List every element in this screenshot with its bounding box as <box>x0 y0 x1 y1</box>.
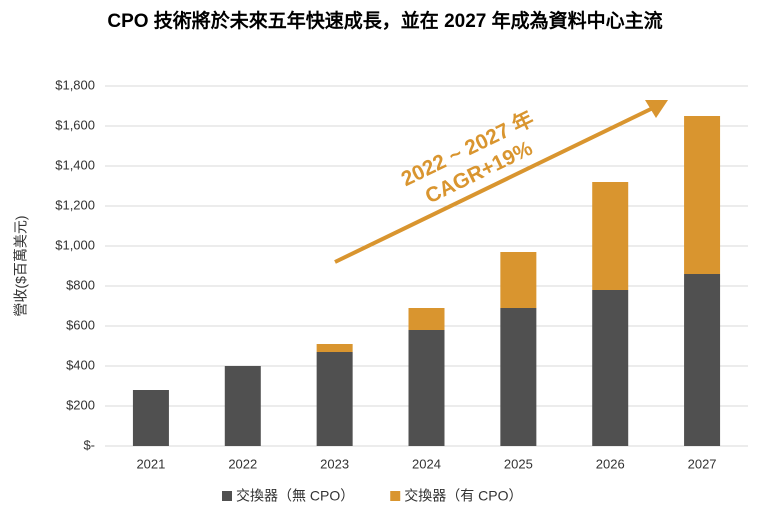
bar <box>684 116 721 274</box>
y-tick-label: $600 <box>66 317 95 332</box>
bar <box>132 390 169 446</box>
chart-title: CPO 技術將於未來五年快速成長，並在 2027 年成為資料中心主流 <box>107 9 662 32</box>
bar <box>500 252 537 308</box>
x-tick-label: 2026 <box>596 456 625 471</box>
y-tick-label: $800 <box>66 277 95 292</box>
y-tick-label: $- <box>83 437 95 452</box>
bar <box>684 274 721 446</box>
y-tick-label: $400 <box>66 357 95 372</box>
legend-label: 交換器（有 CPO） <box>404 488 522 504</box>
y-tick-label: $1,400 <box>55 157 95 172</box>
bar <box>500 308 537 446</box>
trend-arrow <box>334 105 656 264</box>
bar <box>408 308 445 330</box>
y-tick-label: $1,000 <box>55 237 95 252</box>
x-tick-label: 2022 <box>228 456 257 471</box>
bar <box>592 182 629 290</box>
y-tick-label: $1,600 <box>55 117 95 132</box>
bar <box>224 366 261 446</box>
legend-swatch <box>222 491 232 501</box>
x-tick-label: 2025 <box>504 456 533 471</box>
x-tick-label: 2024 <box>412 456 441 471</box>
bar <box>592 290 629 446</box>
bar <box>408 330 445 446</box>
y-tick-label: $1,800 <box>55 77 95 92</box>
arrow-head <box>645 100 668 118</box>
x-tick-label: 2027 <box>688 456 717 471</box>
legend-swatch <box>390 491 401 501</box>
y-tick-label: $200 <box>66 397 95 412</box>
x-tick-label: 2023 <box>320 456 349 471</box>
x-tick-label: 2021 <box>136 456 165 471</box>
legend-label: 交換器（無 CPO） <box>236 488 354 504</box>
annotation: 2022 ~ 2027 年 CAGR+19% <box>397 106 537 208</box>
y-axis-label: 營收($百萬美元) <box>13 215 29 316</box>
y-tick-label: $1,200 <box>55 197 95 212</box>
bar <box>316 352 353 446</box>
bar <box>316 344 353 352</box>
